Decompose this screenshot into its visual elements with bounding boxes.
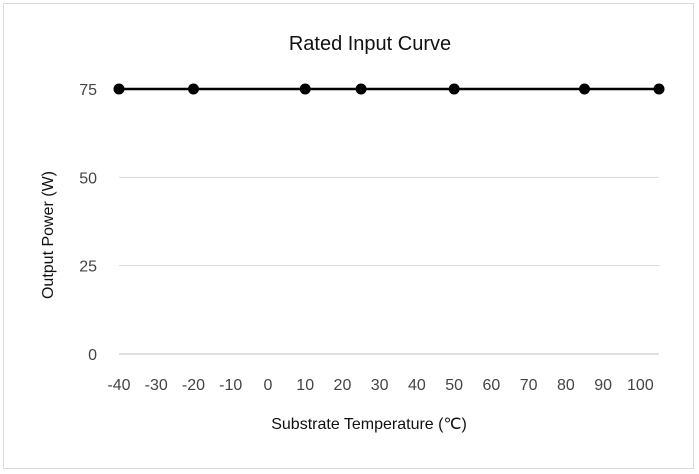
- x-tick-label: -30: [145, 377, 168, 394]
- y-axis-label: Output Power (W): [40, 171, 57, 299]
- x-tick-label: 60: [483, 377, 501, 394]
- x-tick-labels: -40 -30 -20 -10 0 10 20 30 40 50 60 70 80 90 100: [107, 377, 653, 394]
- x-tick-label: 70: [520, 377, 538, 394]
- y-tick-label: 50: [79, 170, 97, 187]
- x-tick-label: 40: [408, 377, 426, 394]
- y-tick-label: 0: [88, 347, 97, 364]
- y-tick-label: 75: [79, 82, 97, 99]
- x-tick-label: 0: [264, 377, 273, 394]
- data-point: [187, 83, 199, 95]
- x-tick-label: 90: [594, 377, 612, 394]
- data-point: [299, 83, 311, 95]
- chart-frame: [3, 3, 694, 469]
- x-tick-label: -10: [219, 377, 242, 394]
- x-tick-label: 30: [371, 377, 389, 394]
- x-axis-label: Substrate Temperature (℃): [271, 416, 467, 433]
- data-point: [113, 83, 125, 95]
- x-tick-label: 100: [627, 377, 654, 394]
- data-point: [653, 83, 665, 95]
- data-point: [448, 83, 460, 95]
- x-tick-label: -40: [107, 377, 130, 394]
- data-point: [355, 83, 367, 95]
- gridlines: [119, 88, 659, 355]
- x-tick-label: 10: [296, 377, 314, 394]
- x-tick-label: 50: [445, 377, 463, 394]
- y-tick-labels: 0 25 50 75: [79, 82, 97, 364]
- chart-title: Rated Input Curve: [289, 33, 451, 55]
- x-tick-label: -20: [182, 377, 205, 394]
- y-tick-label: 25: [79, 259, 97, 276]
- x-tick-label: 80: [557, 377, 575, 394]
- data-point: [579, 83, 591, 95]
- series-layer: [113, 83, 665, 95]
- x-tick-label: 20: [334, 377, 352, 394]
